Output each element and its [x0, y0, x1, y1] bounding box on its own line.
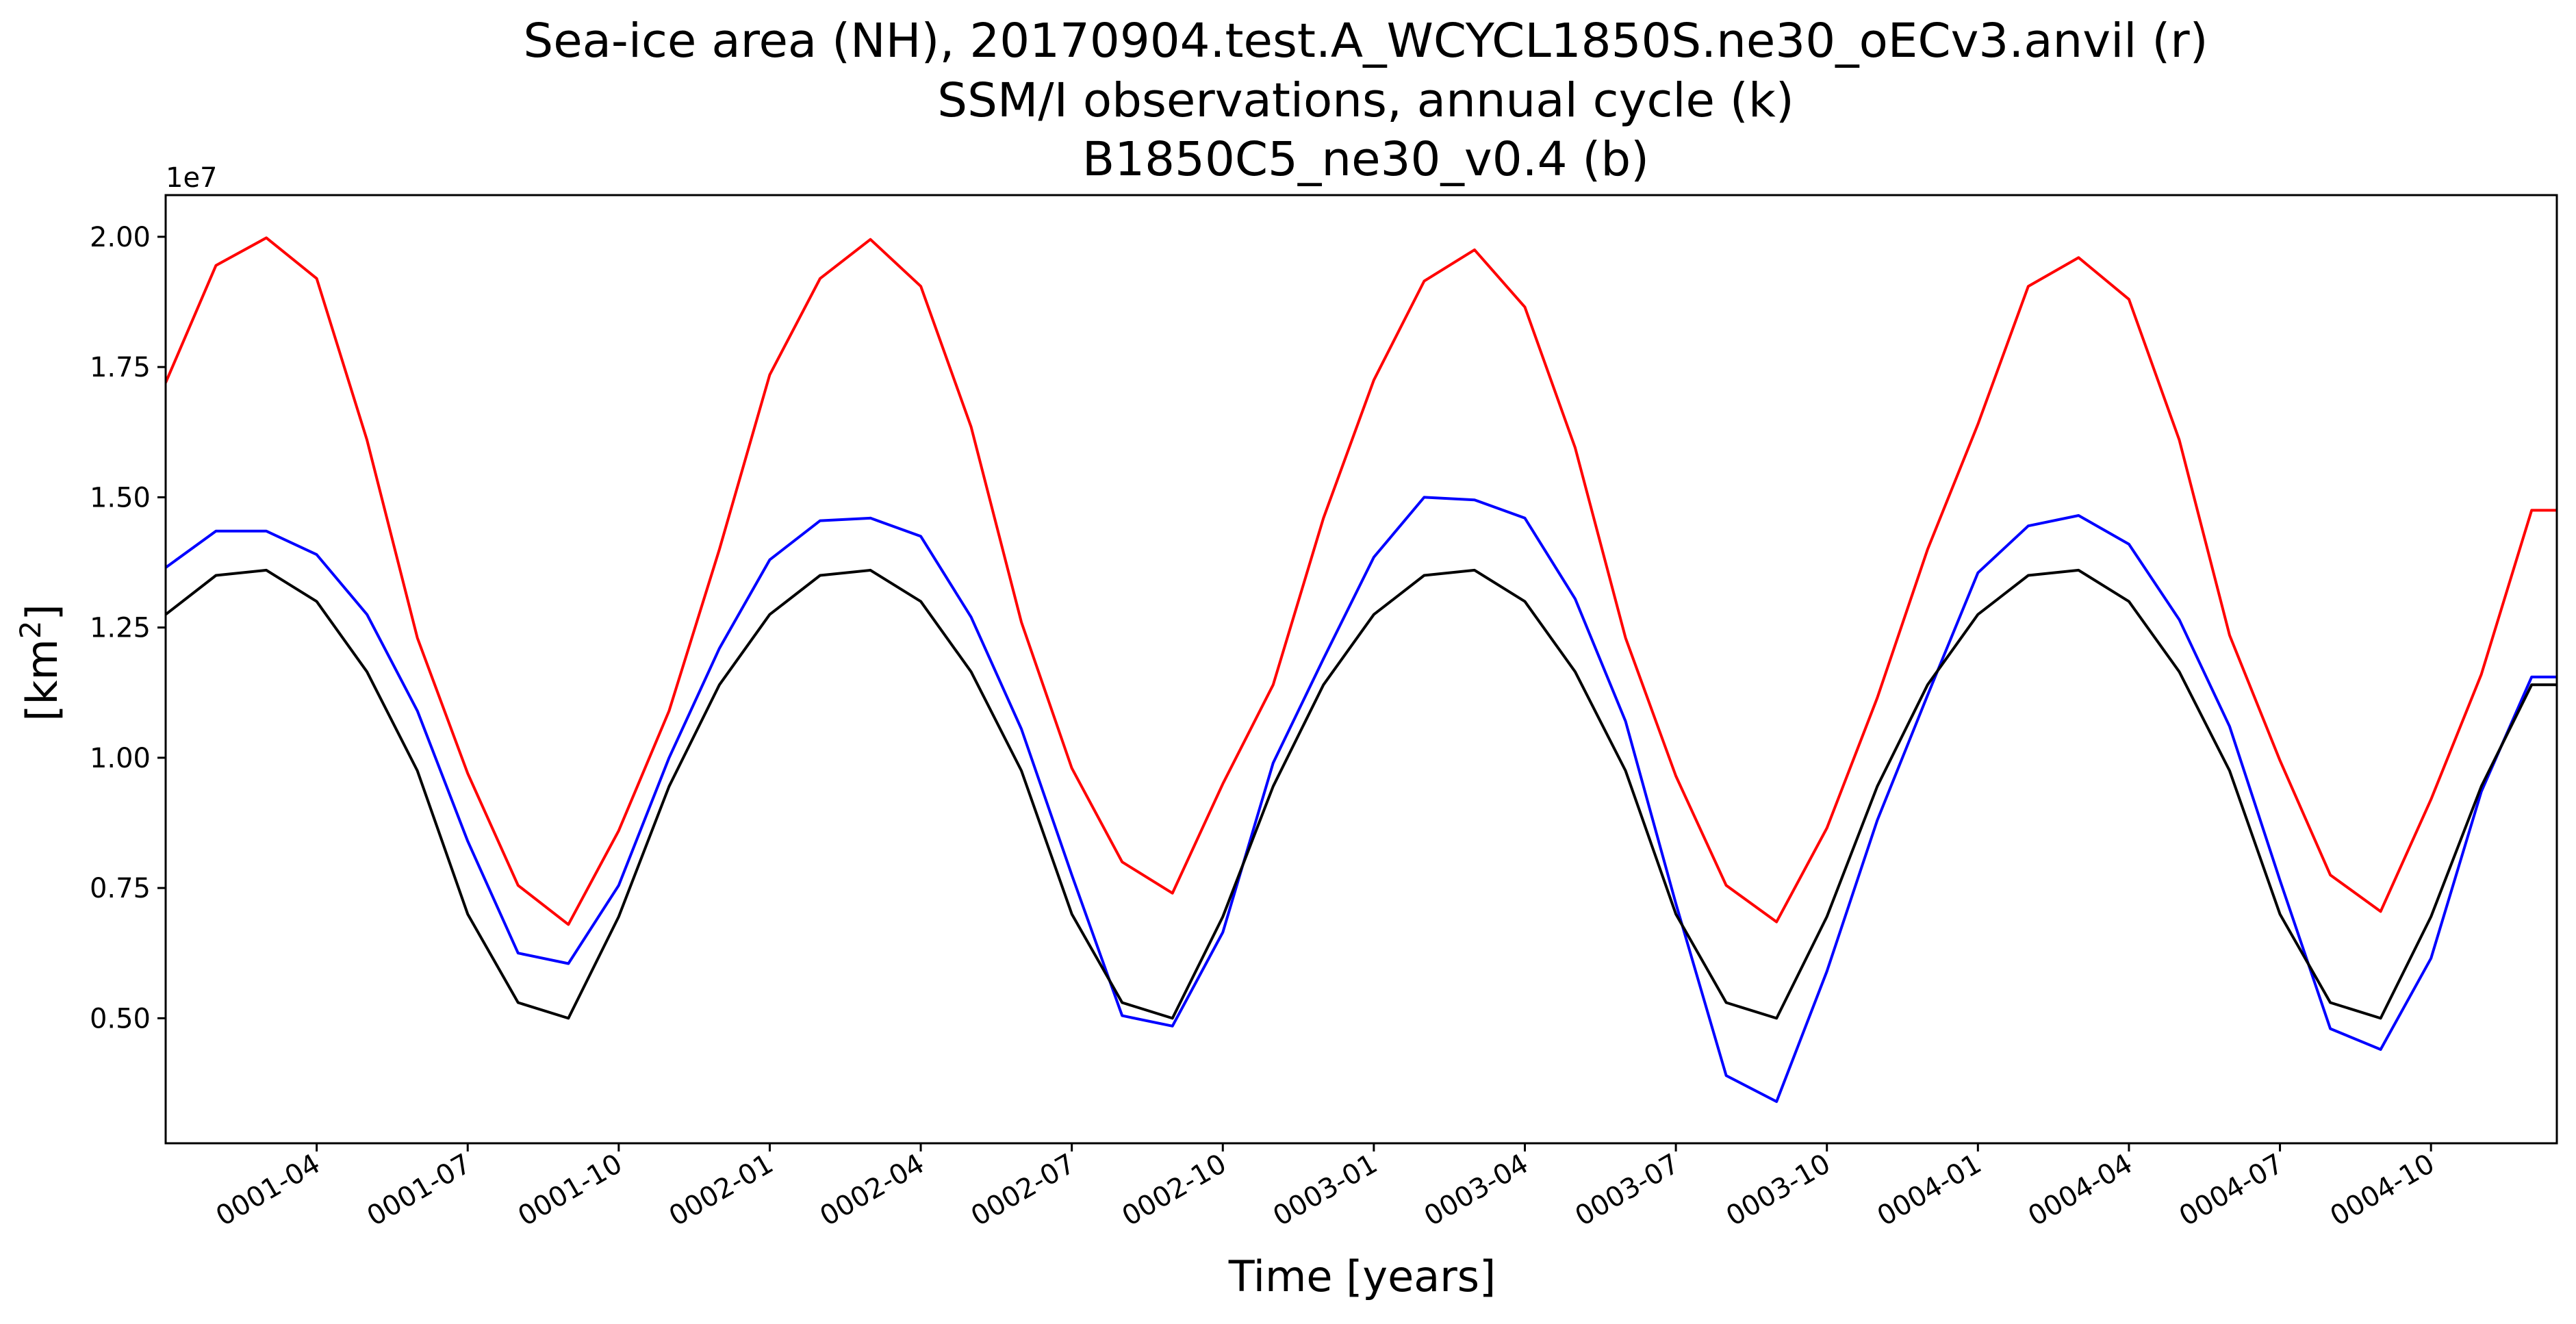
y-axis-label: [km2] — [14, 604, 67, 721]
chart-title-line-1: Sea-ice area (NH), 20170904.test.A_WCYCL… — [523, 14, 2208, 68]
chart-title-line-3: B1850C5_ne30_v0.4 (b) — [1082, 132, 1649, 187]
y-tick-label: 1.25 — [90, 613, 151, 644]
y-tick-label: 0.50 — [90, 1003, 151, 1034]
y-tick-label: 1.75 — [90, 352, 151, 383]
y-tick-label: 2.00 — [90, 222, 151, 253]
y-tick-label: 1.50 — [90, 482, 151, 513]
plot-frame — [164, 194, 2558, 1145]
chart-title-line-2: SSM/I observations, annual cycle (k) — [937, 73, 1794, 128]
black-series-line — [166, 568, 2557, 1020]
y-tick-label: 1.00 — [90, 743, 151, 774]
y-axis-label-superscript: 2 — [14, 620, 47, 639]
red-series-line — [166, 236, 2557, 926]
x-axis-label: Time [years] — [1228, 1251, 1496, 1301]
y-axis-label-end: ] — [17, 604, 67, 620]
data-series — [166, 236, 2557, 1104]
y-axis-label-base: [km — [17, 639, 67, 722]
blue-series-line — [166, 496, 2557, 1104]
y-tick-label: 0.75 — [90, 873, 151, 904]
y-axis-offset-label: 1e7 — [166, 162, 218, 194]
